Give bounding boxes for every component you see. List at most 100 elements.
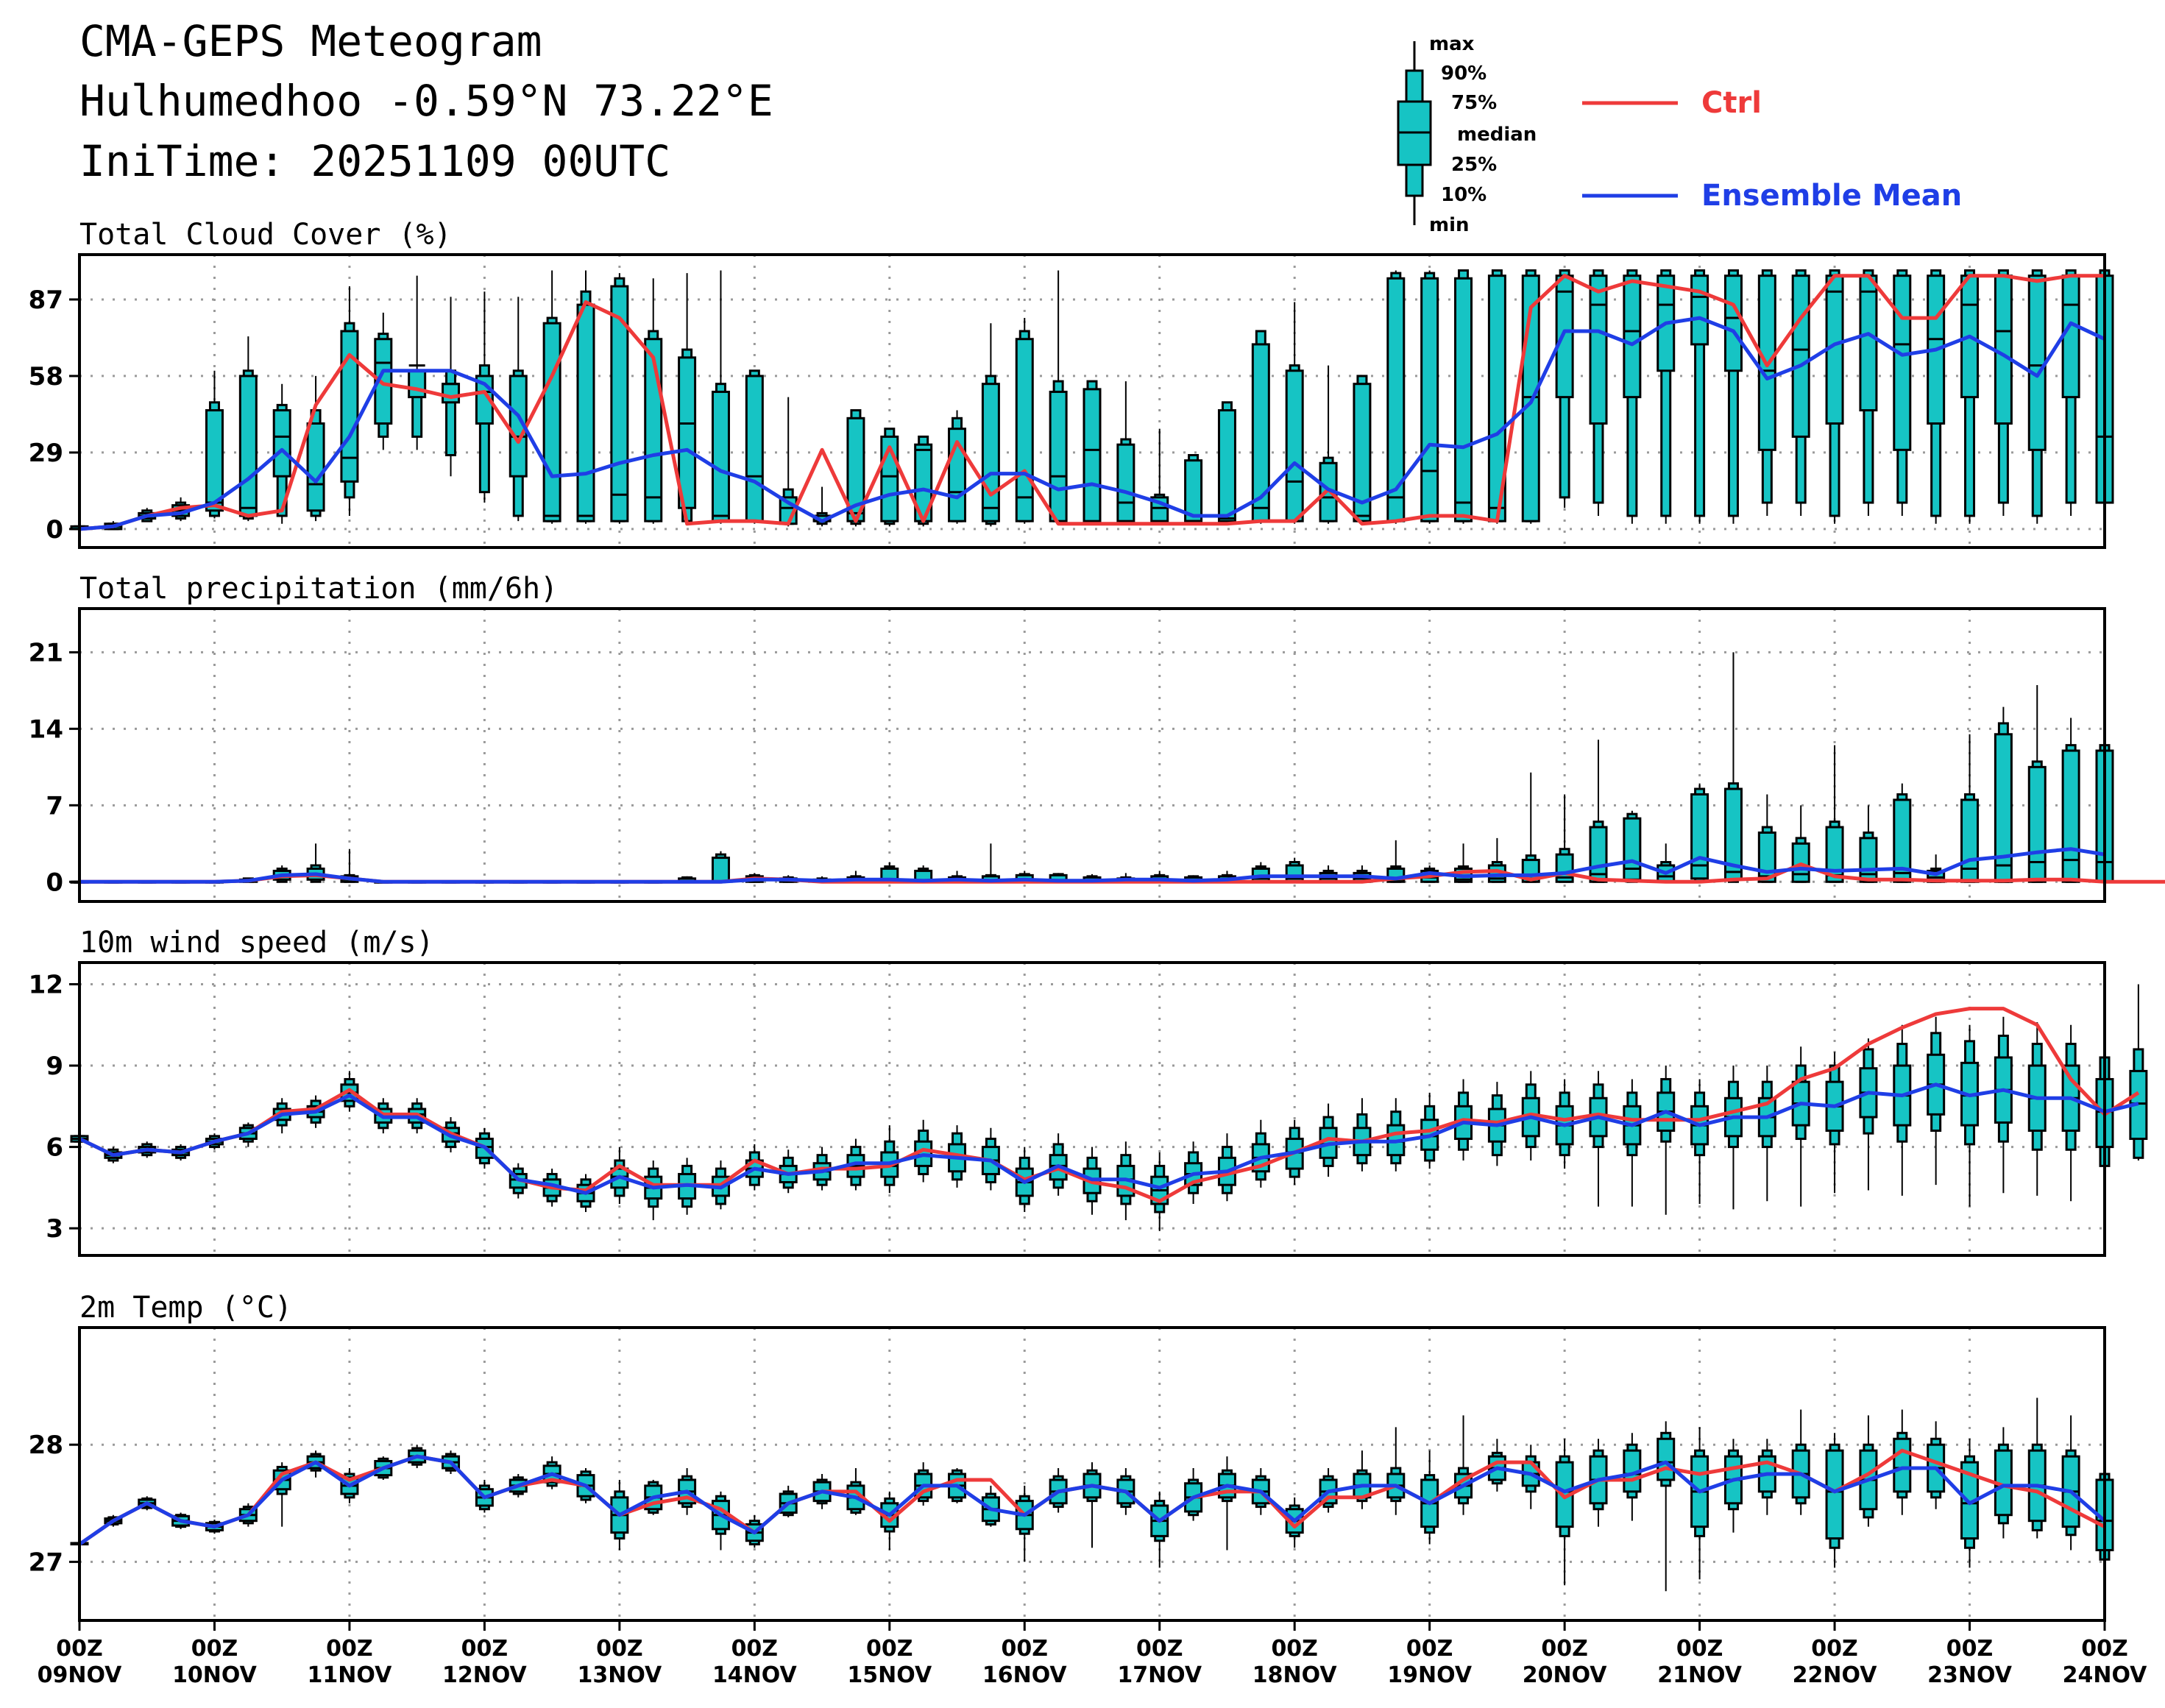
box-inner xyxy=(1791,274,1810,438)
x-tick-label-date: 18NOV xyxy=(1252,1662,1338,1688)
box-39 xyxy=(1386,1427,1406,1515)
box-inner xyxy=(610,285,629,522)
box-50 xyxy=(1757,794,1776,883)
legend-label-p90: 90% xyxy=(1441,63,1487,85)
box-50 xyxy=(1757,1439,1776,1515)
box-inner xyxy=(1994,274,2013,425)
box-6 xyxy=(272,383,291,524)
ensemble-mean-line xyxy=(79,316,2106,531)
box-32 xyxy=(1150,428,1169,524)
box-43 xyxy=(1521,772,1540,883)
x-tick-label-date: 14NOV xyxy=(712,1662,798,1688)
box-55 xyxy=(1927,1016,1946,1186)
box-inner xyxy=(1723,274,1743,372)
box-8 xyxy=(340,286,359,516)
y-tick-label: 12 xyxy=(29,970,63,999)
box-41 xyxy=(1454,269,1473,524)
box-54 xyxy=(1893,1024,1912,1196)
box-34 xyxy=(1217,1456,1236,1551)
box-inner xyxy=(1893,1437,1912,1493)
x-tick-label-time: 00Z xyxy=(1136,1636,1183,1662)
box-inner xyxy=(1353,383,1372,522)
box-inner xyxy=(1116,443,1135,522)
box-52 xyxy=(1825,1433,1844,1568)
x-tick-label-time: 00Z xyxy=(2081,1636,2128,1662)
y-tick-label: 87 xyxy=(29,286,63,315)
box-44 xyxy=(1555,1439,1574,1586)
box-inner xyxy=(678,356,697,509)
x-tick-label-time: 00Z xyxy=(596,1636,643,1662)
box-inner xyxy=(1454,277,1473,522)
box-56 xyxy=(1960,1024,1980,1207)
box-47 xyxy=(1656,269,1676,524)
box-52 xyxy=(1825,1052,1844,1194)
x-tick-label-date: 16NOV xyxy=(982,1662,1068,1688)
box-51 xyxy=(1791,1046,1810,1207)
box-44 xyxy=(1555,269,1574,508)
panel-3: 2m Temp (°C) 27 28 xyxy=(29,1291,2114,1622)
box-16 xyxy=(610,273,629,524)
box-17 xyxy=(644,1160,663,1221)
y-tick-label: 14 xyxy=(29,715,63,744)
box-58 xyxy=(2027,269,2047,524)
box-inner xyxy=(1859,274,1878,412)
x-tick-label-time: 00Z xyxy=(731,1636,779,1662)
box-51 xyxy=(1791,269,1810,516)
box-59 xyxy=(2061,717,2080,883)
box-56 xyxy=(1960,269,1980,524)
box-inner xyxy=(374,338,393,425)
x-tick-label-time: 00Z xyxy=(56,1636,103,1662)
box-48 xyxy=(1690,783,1709,883)
location-label: Hulhumedhoo -0.59°N 73.22°E xyxy=(79,76,773,126)
box-inner xyxy=(1690,274,1709,346)
box-17 xyxy=(644,278,663,524)
box-inner xyxy=(1623,817,1642,881)
x-tick-label-date: 19NOV xyxy=(1387,1662,1473,1688)
ensemble-mean-line xyxy=(79,847,2105,884)
box-inner xyxy=(576,303,595,522)
y-tick-label: 21 xyxy=(29,638,63,667)
box-14 xyxy=(542,270,561,524)
box-30 xyxy=(1082,380,1102,524)
box-46 xyxy=(1623,269,1642,524)
box-inner xyxy=(2061,274,2080,399)
box-49 xyxy=(1723,1066,1743,1210)
legend-box-symbol xyxy=(1397,41,1432,225)
y-tick-label: 7 xyxy=(46,791,63,821)
box-inner xyxy=(1049,390,1068,522)
panel-frame xyxy=(78,607,2106,903)
box-inner xyxy=(1217,409,1236,522)
panel-1: Total precipitation (mm/6h) 0 7 14 21 xyxy=(29,572,2165,903)
ensemble-mean-line xyxy=(78,1082,2139,1195)
box-58 xyxy=(2027,1022,2047,1196)
box-49 xyxy=(1723,1439,1743,1533)
box-40 xyxy=(1420,270,1439,524)
box-24 xyxy=(880,1125,899,1194)
box-48 xyxy=(1690,1079,1709,1204)
box-32 xyxy=(1150,1152,1169,1231)
panel-0: Total Cloud Cover (%) 0 29 58 87 xyxy=(29,218,2114,549)
panel-title: Total Cloud Cover (%) xyxy=(79,218,452,252)
panels: Total Cloud Cover (%) 0 29 58 87 Total precip… xyxy=(29,218,2165,1622)
box-45 xyxy=(1589,740,1608,883)
y-tick-label: 3 xyxy=(46,1214,63,1244)
box-52 xyxy=(1825,745,1844,883)
box-28 xyxy=(1015,1485,1034,1562)
box-19 xyxy=(711,270,730,524)
ensemble-mean-line xyxy=(78,1454,2106,1546)
box-58 xyxy=(2027,1397,2047,1539)
box-23 xyxy=(846,409,865,527)
x-tick-label-time: 00Z xyxy=(1271,1636,1318,1662)
panel-frame xyxy=(78,1326,2106,1622)
legend-label-median: median xyxy=(1457,124,1537,146)
box-50 xyxy=(1757,1066,1776,1202)
x-tick-label-time: 00Z xyxy=(1002,1636,1049,1662)
box-30 xyxy=(1082,1462,1102,1548)
box-inner xyxy=(711,390,730,522)
box-48 xyxy=(1690,269,1709,524)
legend-label-min: min xyxy=(1429,214,1470,236)
box-27 xyxy=(981,1485,1000,1527)
box-52 xyxy=(1825,269,1844,524)
box-48 xyxy=(1690,1427,1709,1580)
